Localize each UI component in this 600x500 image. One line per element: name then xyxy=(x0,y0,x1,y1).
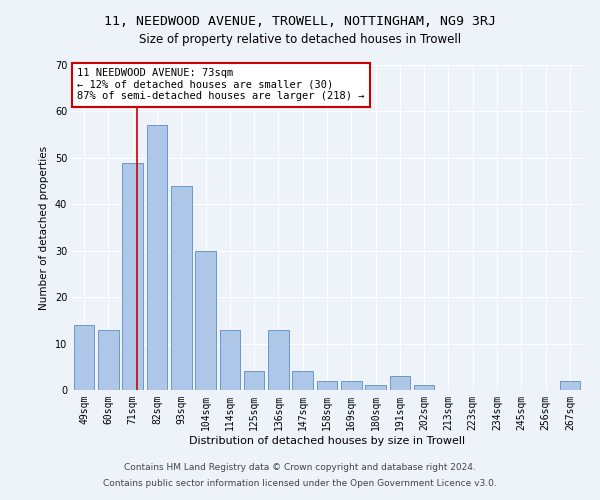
X-axis label: Distribution of detached houses by size in Trowell: Distribution of detached houses by size … xyxy=(189,436,465,446)
Bar xyxy=(244,372,265,390)
Bar xyxy=(292,372,313,390)
Bar xyxy=(414,386,434,390)
Bar xyxy=(171,186,191,390)
Bar xyxy=(268,330,289,390)
Text: 11 NEEDWOOD AVENUE: 73sqm
← 12% of detached houses are smaller (30)
87% of semi-: 11 NEEDWOOD AVENUE: 73sqm ← 12% of detac… xyxy=(77,68,365,102)
Y-axis label: Number of detached properties: Number of detached properties xyxy=(39,146,49,310)
Text: Contains HM Land Registry data © Crown copyright and database right 2024.: Contains HM Land Registry data © Crown c… xyxy=(124,464,476,472)
Bar xyxy=(317,380,337,390)
Bar xyxy=(195,250,216,390)
Bar xyxy=(146,126,167,390)
Bar xyxy=(74,325,94,390)
Bar xyxy=(560,380,580,390)
Bar xyxy=(122,162,143,390)
Bar xyxy=(341,380,362,390)
Bar xyxy=(98,330,119,390)
Bar xyxy=(389,376,410,390)
Text: Contains public sector information licensed under the Open Government Licence v3: Contains public sector information licen… xyxy=(103,478,497,488)
Text: 11, NEEDWOOD AVENUE, TROWELL, NOTTINGHAM, NG9 3RJ: 11, NEEDWOOD AVENUE, TROWELL, NOTTINGHAM… xyxy=(104,15,496,28)
Bar xyxy=(365,386,386,390)
Bar xyxy=(220,330,240,390)
Text: Size of property relative to detached houses in Trowell: Size of property relative to detached ho… xyxy=(139,32,461,46)
